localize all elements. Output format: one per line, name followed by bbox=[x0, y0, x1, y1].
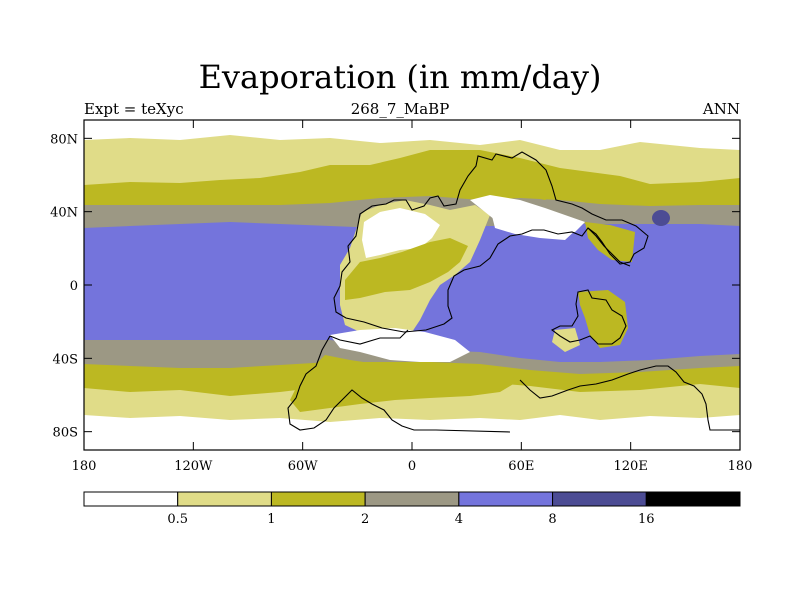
colorbar-box bbox=[270, 491, 366, 507]
field-continent-south-olive bbox=[290, 355, 520, 412]
colorbar-label: 0.5 bbox=[167, 512, 188, 527]
field-white-east bbox=[490, 208, 578, 240]
coastline-peninsula bbox=[550, 289, 627, 345]
colorbar-label: 1 bbox=[267, 512, 275, 527]
colorbar: 0.5 1 2 4 8 16 bbox=[83, 491, 741, 527]
colorbar-box bbox=[177, 491, 272, 507]
time-label: 268_7_MaBP bbox=[350, 100, 450, 118]
colorbar-label: 16 bbox=[638, 512, 655, 527]
coastline-main bbox=[333, 151, 649, 333]
lon-tick-label: 60W bbox=[288, 459, 319, 474]
lat-tick-label: 80S bbox=[53, 426, 78, 441]
field-peninsula-east bbox=[578, 290, 628, 348]
coastline-southern bbox=[519, 365, 740, 431]
lon-tick-label: 0 bbox=[408, 459, 416, 474]
lat-axis: 80N 40N 0 40S 80S bbox=[50, 132, 740, 441]
field-white-north bbox=[84, 120, 740, 150]
lon-tick-label: 120W bbox=[174, 459, 213, 474]
field-continent-north-olive bbox=[460, 160, 560, 200]
season-label: ANN bbox=[702, 100, 740, 118]
coastline-north-east bbox=[587, 227, 631, 267]
coastline-south-block bbox=[287, 329, 511, 433]
experiment-label: Expt = teXyc bbox=[84, 100, 184, 118]
lat-tick-label: 40N bbox=[50, 206, 78, 221]
colorbar-label: 2 bbox=[361, 512, 369, 527]
field-continent-south-white bbox=[330, 328, 470, 362]
lat-tick-label: 0 bbox=[70, 279, 78, 294]
map-title: Evaporation (in mm/day) bbox=[198, 58, 602, 96]
lon-tick-label: 120E bbox=[614, 459, 648, 474]
coastlines bbox=[287, 151, 740, 433]
lon-axis: 180 120W 60W 0 60E 120E 180 bbox=[72, 120, 753, 474]
colorbar-label: 4 bbox=[455, 512, 463, 527]
lat-tick-label: 80N bbox=[50, 132, 78, 147]
lon-tick-label: 60E bbox=[508, 459, 534, 474]
colorbar-label: 8 bbox=[548, 512, 556, 527]
lat-tick-label: 40S bbox=[53, 352, 78, 367]
field-white-south bbox=[84, 415, 740, 450]
field-continent-east-olive bbox=[585, 222, 635, 262]
field-continent-west-olive bbox=[345, 238, 468, 300]
colorbar-box bbox=[458, 491, 554, 507]
colorbar-box bbox=[83, 491, 179, 507]
lon-tick-label: 180 bbox=[72, 459, 97, 474]
colorbar-box bbox=[364, 491, 460, 507]
colorbar-box bbox=[645, 491, 741, 507]
map-field bbox=[84, 120, 740, 450]
colorbar-box bbox=[552, 491, 647, 507]
field-navy-blob bbox=[652, 210, 670, 226]
lon-tick-label: 180 bbox=[728, 459, 753, 474]
